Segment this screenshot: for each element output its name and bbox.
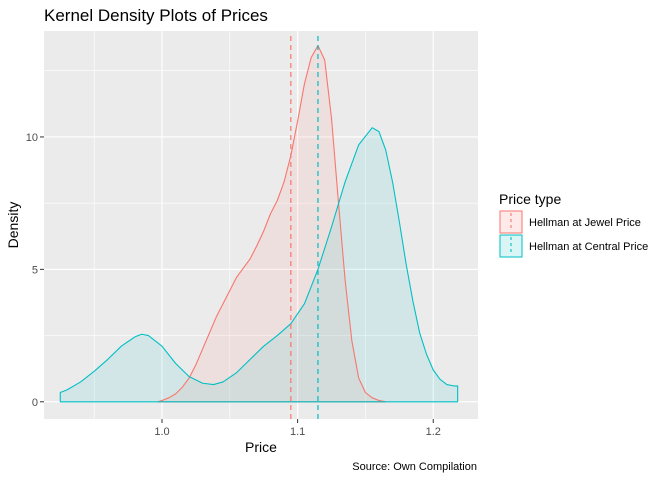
x-axis-title: Price: [245, 439, 277, 455]
legend-title: Price type: [499, 191, 561, 207]
x-axis-ticks: 1.0 1.1 1.2: [154, 419, 441, 438]
y-tick-label: 0: [32, 397, 38, 409]
density-areas: [60, 45, 458, 402]
y-tick-label: 5: [32, 264, 38, 276]
x-tick-label: 1.0: [154, 426, 169, 438]
y-axis-title: Density: [5, 202, 21, 249]
density-lines: [59, 45, 459, 403]
plot-panel: [44, 31, 478, 419]
legend: Price type Hellman at Jewel Price Hellman…: [499, 191, 648, 258]
legend-label-1: Hellman at Central Price: [529, 241, 648, 253]
density-area-1: [60, 127, 458, 402]
chart-title: Kernel Density Plots of Prices: [44, 6, 268, 25]
x-tick-label: 1.2: [426, 426, 441, 438]
density-line-0: [157, 45, 387, 403]
density-line-1: [59, 127, 459, 403]
legend-label-0: Hellman at Jewel Price: [529, 217, 641, 229]
y-tick-label: 10: [26, 132, 38, 144]
x-tick-label: 1.1: [290, 426, 305, 438]
minor-gridlines: [44, 31, 478, 419]
y-axis-ticks: 0 5 10: [26, 132, 44, 409]
density-area-0: [157, 45, 386, 402]
mean-lines: [290, 36, 319, 419]
chart-caption: Source: Own Compilation: [352, 461, 477, 473]
